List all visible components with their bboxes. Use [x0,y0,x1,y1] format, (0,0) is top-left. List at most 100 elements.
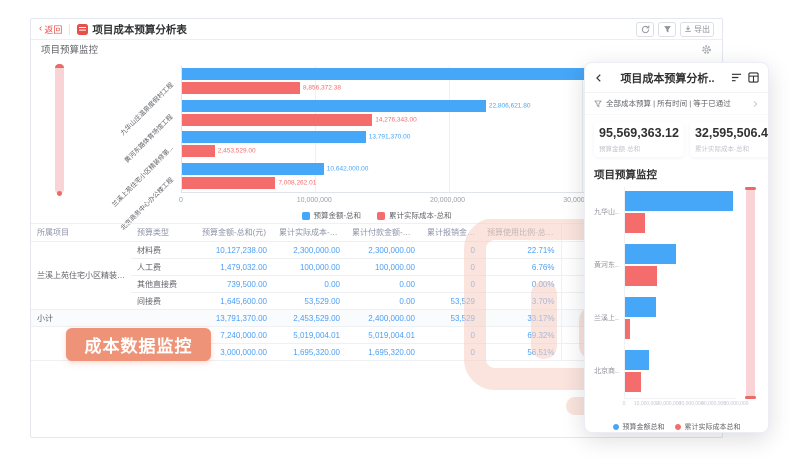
cell-actual: 0.00 [273,275,346,293]
cost-monitor-badge: 成本数据监控 [66,328,211,361]
cell-type [131,309,196,327]
column-header: 累计付款金额-总和(元) [346,223,421,242]
cell-payment: 0.00 [346,275,421,293]
legend-item[interactable]: 累计实际成本总和 [674,422,741,432]
gridline [581,66,583,192]
legend-item[interactable]: 累计实际成本-总和 [377,210,452,221]
stat-value: 95,569,363.12 [599,126,679,140]
axis-tick-label: 0 [179,197,183,204]
actual-cost-bar[interactable] [625,372,641,392]
axis-tick-label: 0 [622,401,626,407]
back-button[interactable]: ‹ 返回 [39,23,62,36]
column-header: 预算类型 [131,223,196,242]
mobile-preview-panel: 项目成本预算分析.. 全部成本预算 | 所有时间 | 等于已通过 [584,62,769,433]
actual-cost-bar[interactable] [182,113,373,126]
refresh-icon [641,25,649,33]
bar-value-label: 2,453,529.00 [217,147,256,155]
filter-button[interactable] [658,21,676,37]
column-header: 累计实际成本-总和(元) [273,223,346,242]
filter-summary: 全部成本预算 | 所有时间 | 等于已通过 [606,99,731,108]
legend-marker-icon [377,211,385,220]
panel-filter-bar[interactable]: 全部成本预算 | 所有时间 | 等于已通过 [585,93,768,115]
gridline [315,66,317,192]
stat-card-budget: 95,569,363.12 预算金额·总和 [594,122,684,157]
gridline [448,66,450,192]
cell-ratio: 0.00% [481,275,561,293]
cell-actual: 2,453,529.00 [273,309,346,327]
cell-actual: 2,300,000.00 [273,241,346,259]
budget-bar[interactable] [625,297,656,317]
column-header: 累计报销金额-总和(元) [421,223,481,242]
budget-bar[interactable] [625,244,677,264]
cell-budget: 13,791,370.00 [196,309,273,327]
panel-header: 项目成本预算分析.. [585,63,768,93]
actual-cost-bar[interactable] [625,266,657,286]
datazoom-handle-top[interactable] [55,64,64,68]
gear-icon[interactable] [701,44,712,55]
panel-title: 项目成本预算分析.. [620,72,715,85]
axis-tick-label: 20,000,000 [429,197,466,204]
bar-value-label: 22,806,621.80 [488,102,531,109]
axis-tick-label: 10,000,000 [296,197,332,204]
column-header: 所属项目 [31,223,131,242]
panel-section-title: 项目预算监控 [594,169,657,181]
category-label: 兰溪上.. [594,315,619,322]
cell-type: 间接费 [131,292,196,310]
cell-reimburse: 53,529 [421,292,481,310]
filter-icon [663,25,671,32]
budget-bar[interactable] [625,191,734,211]
grid-view-icon[interactable] [748,72,759,83]
datazoom-handle-bottom[interactable] [57,191,62,196]
datazoom-handle-bottom[interactable] [745,396,756,399]
legend-item[interactable]: 预算金额总和 [612,422,665,432]
export-button[interactable]: 导出 [680,21,714,37]
cell-ratio: 6.76% [481,258,561,276]
budget-bar[interactable] [625,350,649,370]
stat-label: 累计实际成本·总和 [694,146,750,153]
cell-reimburse: 0 [421,258,481,276]
cell-budget: 1,645,600.00 [196,292,273,310]
category-label: 九华山庄温泉度假村工程 [119,81,175,138]
bar-value-label: 14,276,343.00 [375,116,417,123]
cell-budget: 1,479,032.00 [196,258,273,276]
legend-label: 预算金额总和 [622,424,665,431]
window-topbar: ‹ 返回 项目成本预算分析表 [31,19,722,40]
bar-value-label: 7,008,262.01 [278,179,317,186]
cell-actual: 53,529.00 [273,292,346,310]
datazoom-handle-top[interactable] [745,187,756,190]
actual-cost-bar[interactable] [625,213,645,233]
cell-project: 小计 [31,309,131,327]
actual-cost-bar[interactable] [625,319,631,339]
category-axis: 九华山庄温泉度假村工程 黄河东路体育场馆工程 兰溪上苑住宅小区精装修第... 北京商务… [31,66,177,232]
legend-label: 累计实际成本总和 [684,424,741,431]
axis-tick-label: 30,000,000 [563,197,599,204]
datazoom-slider-vertical[interactable] [55,64,64,196]
cell-type: 其他直接费 [131,275,196,293]
cell-budget: 7,240,000.00 [196,326,273,344]
bar-value-label: 8,856,372.38 [303,84,341,92]
back-chevron-icon: ‹ [39,23,43,34]
cell-budget: 10,127,238.00 [196,241,273,259]
column-header: 预算使用比例-总和(%) [481,223,561,242]
cell-type: 材料费 [131,241,196,259]
actual-cost-bar[interactable] [182,82,300,94]
cell-ratio: 56.51% [481,343,561,361]
budget-bar[interactable] [182,162,324,175]
datazoom-slider-vertical[interactable] [745,187,756,399]
axis-tick-label: 40,000,000 [701,401,727,407]
chart-legend: 预算金额总和 累计实际成本总和 [585,422,768,432]
cell-budget: 3,000,000.00 [196,343,273,361]
budget-bar[interactable] [182,99,486,112]
list-view-icon[interactable] [731,72,742,83]
legend-item[interactable]: 预算金额-总和 [301,210,361,221]
panel-back-icon[interactable] [594,73,604,83]
actual-cost-bar[interactable] [182,176,276,189]
budget-bar[interactable] [182,131,366,143]
actual-cost-bar[interactable] [182,145,215,157]
cell-ratio: 22.71% [481,241,561,259]
cell-payment: 2,400,000.00 [346,309,421,327]
axis-tick-label: 30,000,000 [678,401,704,407]
refresh-button[interactable] [636,21,654,37]
category-label: 北京商.. [594,368,619,375]
